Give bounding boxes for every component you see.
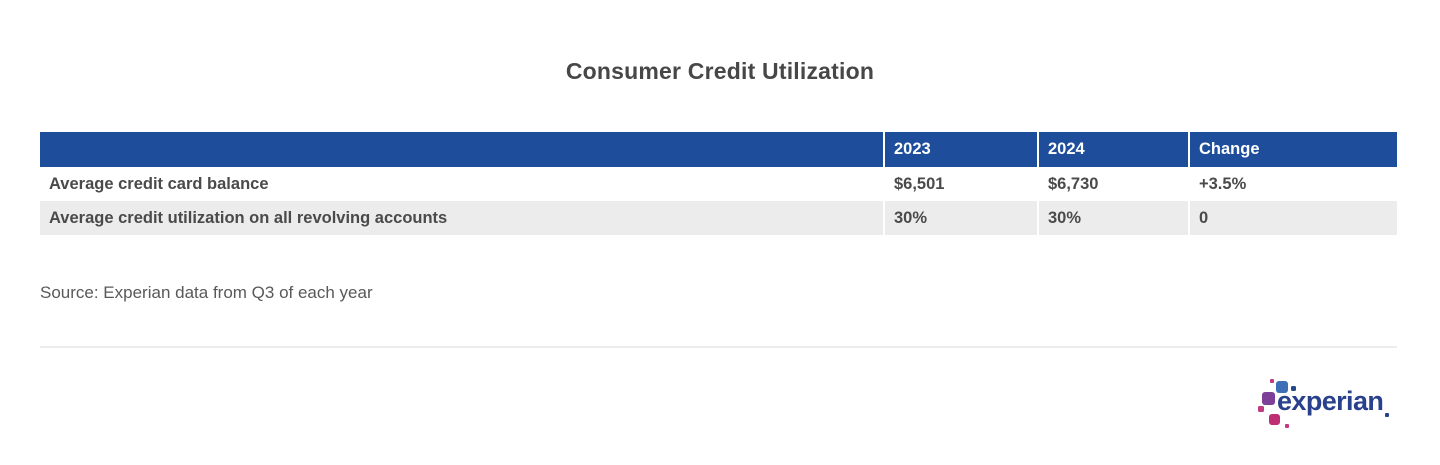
divider — [40, 346, 1397, 348]
experian-logo: experian — [1258, 377, 1403, 433]
cell-2023-value: 30% — [883, 201, 1037, 235]
trademark-icon — [1385, 413, 1389, 417]
logo-magenta-dot-left-icon — [1258, 406, 1264, 412]
header-cell-2024: 2024 — [1037, 132, 1188, 167]
logo-blue-square-icon — [1276, 381, 1288, 393]
header-cell-change: Change — [1188, 132, 1397, 167]
table-container: 2023 2024 Change Average credit card bal… — [40, 132, 1397, 235]
cell-2023-value: $6,501 — [883, 167, 1037, 201]
page-title: Consumer Credit Utilization — [565, 58, 875, 84]
cell-change-value: 0 — [1188, 201, 1397, 235]
table-row: Average credit card balance $6,501 $6,73… — [40, 167, 1397, 201]
logo-purple-square-icon — [1262, 392, 1275, 405]
table-row: Average credit utilization on all revolv… — [40, 201, 1397, 235]
cell-change-value: +3.5% — [1188, 167, 1397, 201]
experian-wordmark: experian — [1277, 386, 1384, 416]
cell-2024-value: $6,730 — [1037, 167, 1188, 201]
row-label: Average credit card balance — [40, 167, 883, 201]
logo-magenta-dot-top-icon — [1270, 379, 1274, 383]
table-header-row: 2023 2024 Change — [40, 132, 1397, 167]
logo-magenta-dot-bottom-icon — [1285, 424, 1289, 428]
logo-navy-dot-icon — [1291, 386, 1296, 391]
header-cell-empty — [40, 132, 883, 167]
header-cell-2023: 2023 — [883, 132, 1037, 167]
credit-utilization-table: 2023 2024 Change Average credit card bal… — [40, 132, 1397, 235]
logo-crimson-square-icon — [1269, 414, 1280, 425]
row-label: Average credit utilization on all revolv… — [40, 201, 883, 235]
source-note: Source: Experian data from Q3 of each ye… — [40, 283, 373, 302]
cell-2024-value: 30% — [1037, 201, 1188, 235]
